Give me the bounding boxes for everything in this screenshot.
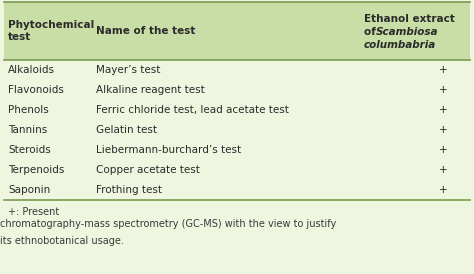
Bar bbox=[4, 180, 470, 200]
Text: Name of the test: Name of the test bbox=[96, 26, 195, 36]
Text: +: + bbox=[439, 185, 447, 195]
Text: +: + bbox=[439, 125, 447, 135]
Text: Gelatin test: Gelatin test bbox=[96, 125, 157, 135]
Text: Mayer’s test: Mayer’s test bbox=[96, 65, 160, 75]
Text: Scambiosa: Scambiosa bbox=[376, 27, 438, 37]
Text: +: + bbox=[439, 105, 447, 115]
Text: +: Present: +: Present bbox=[8, 207, 59, 217]
Text: of: of bbox=[364, 27, 380, 37]
Bar bbox=[4, 140, 470, 160]
Bar bbox=[4, 120, 470, 140]
Text: Ethanol extract: Ethanol extract bbox=[364, 14, 455, 24]
Text: Alkaline reagent test: Alkaline reagent test bbox=[96, 85, 205, 95]
Text: Phytochemical
test: Phytochemical test bbox=[8, 20, 94, 42]
Text: Frothing test: Frothing test bbox=[96, 185, 162, 195]
Text: its ethnobotanical usage.: its ethnobotanical usage. bbox=[0, 236, 124, 246]
Text: +: + bbox=[439, 85, 447, 95]
Text: +: + bbox=[439, 145, 447, 155]
Text: Steroids: Steroids bbox=[8, 145, 51, 155]
Text: Ferric chloride test, lead acetate test: Ferric chloride test, lead acetate test bbox=[96, 105, 289, 115]
Text: Phenols: Phenols bbox=[8, 105, 49, 115]
Text: chromatography-mass spectrometry (GC-MS) with the view to justify: chromatography-mass spectrometry (GC-MS)… bbox=[0, 219, 336, 229]
Bar bbox=[4, 100, 470, 120]
Bar bbox=[4, 160, 470, 180]
Bar bbox=[4, 80, 470, 100]
Text: Flavonoids: Flavonoids bbox=[8, 85, 64, 95]
Text: +: + bbox=[439, 65, 447, 75]
Text: Tannins: Tannins bbox=[8, 125, 47, 135]
Text: +: + bbox=[439, 165, 447, 175]
Text: Saponin: Saponin bbox=[8, 185, 50, 195]
Text: columbabria: columbabria bbox=[364, 40, 436, 50]
Text: Terpenoids: Terpenoids bbox=[8, 165, 64, 175]
Text: Liebermann-burchard’s test: Liebermann-burchard’s test bbox=[96, 145, 241, 155]
Text: Copper acetate test: Copper acetate test bbox=[96, 165, 200, 175]
Text: Alkaloids: Alkaloids bbox=[8, 65, 55, 75]
Bar bbox=[4, 2, 470, 60]
Bar bbox=[4, 60, 470, 80]
